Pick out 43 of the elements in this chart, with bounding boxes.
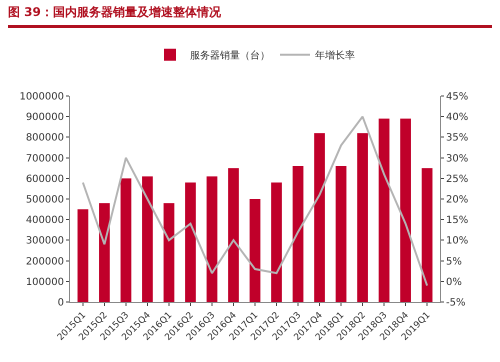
y2-tick-label: 35% <box>446 132 468 144</box>
y2-tick-label: 5% <box>446 256 462 268</box>
bar <box>164 203 174 302</box>
y2-tick-label: 25% <box>446 174 468 185</box>
bar <box>422 168 432 302</box>
legend-label: 服务器销量（台） <box>190 50 270 62</box>
bar <box>336 166 346 302</box>
y-tick-label: 0 <box>58 298 64 308</box>
bar <box>292 166 304 302</box>
line-series <box>82 116 428 287</box>
y-tick-label: 900000 <box>26 112 64 124</box>
y-tick-label: 700000 <box>26 153 64 164</box>
bar <box>78 209 88 302</box>
y2-tick-label: 15% <box>446 215 468 226</box>
bar <box>99 203 110 302</box>
bar <box>228 168 239 302</box>
bar <box>314 133 325 302</box>
y-tick-label: 300000 <box>26 236 64 247</box>
bar <box>142 176 153 302</box>
y-tick-label: 100000 <box>26 276 64 288</box>
bar <box>378 118 390 302</box>
y2-tick-label: 20% <box>446 194 468 206</box>
bar <box>271 182 282 302</box>
bar <box>250 199 260 302</box>
y-tick-label: 600000 <box>26 174 64 185</box>
y2-tick-label: 0% <box>446 276 462 288</box>
y2-tick-label: 40% <box>446 112 468 124</box>
bar <box>185 182 196 302</box>
bar <box>206 176 218 302</box>
y-tick-label: 400000 <box>26 215 64 226</box>
y2-tick-label: -5% <box>446 298 466 308</box>
bar <box>400 118 411 302</box>
y2-tick-label: 10% <box>446 236 468 247</box>
bar <box>120 178 132 302</box>
chart-title: 图 39：国内服务器销量及增速整体情况 <box>8 4 492 28</box>
y-tick-label: 500000 <box>26 194 64 206</box>
y2-tick-label: 30% <box>446 153 468 164</box>
y-tick-label: 800000 <box>26 132 64 144</box>
y2-tick-label: 45% <box>446 92 468 102</box>
y-tick-label: 1000000 <box>19 92 64 102</box>
y-tick-label: 200000 <box>26 256 64 268</box>
legend-label: 年增长率 <box>315 50 355 62</box>
bar <box>357 133 368 302</box>
